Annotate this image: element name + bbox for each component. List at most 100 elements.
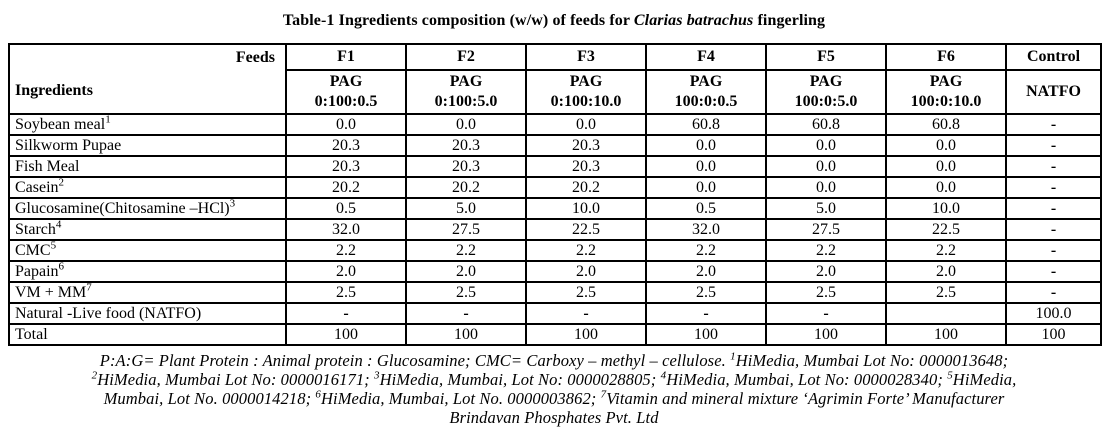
feed-ratio-header: PAG 0:100:5.0	[405, 69, 527, 115]
value-cell: 60.8	[765, 113, 887, 136]
value-cell: 2.0	[405, 260, 527, 283]
value-cell: 0.0	[525, 113, 647, 136]
superscript-ref: 6	[58, 261, 65, 273]
feed-code-header: F5	[765, 43, 887, 71]
value-cell: 2.0	[285, 260, 407, 283]
value-cell: 0.0	[765, 134, 887, 157]
value-cell: 100	[525, 323, 647, 346]
value-cell: 5.0	[765, 197, 887, 220]
footnote-line: P:A:G= Plant Protein : Animal protein : …	[0, 351, 1108, 370]
value-cell: 0.5	[285, 197, 407, 220]
value-cell: 2.0	[525, 260, 647, 283]
value-cell: 27.5	[405, 218, 527, 241]
value-cell: 2.0	[645, 260, 767, 283]
value-cell: 2.0	[765, 260, 887, 283]
feed-ratio-header: PAG 0:100:10.0	[525, 69, 647, 115]
value-cell: -	[1005, 239, 1102, 262]
value-cell: 0.0	[885, 155, 1007, 178]
text-segment: Mumbai, Lot No. 0000014218;	[103, 389, 316, 408]
table-row: Glucosamine(Chitosamine –HCl)3 0.5 5.0 10.0…	[8, 197, 1102, 220]
pag-ratio: 100:0:10.0	[910, 93, 982, 110]
value-cell: 100.0	[1005, 302, 1102, 325]
value-cell: 0.0	[765, 155, 887, 178]
value-cell: 0.0	[645, 176, 767, 199]
table-row: Natural -Live food (NATFO) - - - - -100.0	[8, 302, 1102, 325]
value-cell: 20.3	[525, 155, 647, 178]
footnote: P:A:G= Plant Protein : Animal protein : …	[0, 351, 1108, 427]
superscript-ref: 5	[947, 369, 953, 382]
text-segment: HiMedia, Mumbai Lot No: 0000013648;	[735, 351, 1009, 370]
pag-ratio: 0:100:0.5	[314, 93, 378, 110]
text-segment: HiMedia, Mumbai, Lot No. 0000003862;	[321, 389, 601, 408]
value-cell: 32.0	[645, 218, 767, 241]
value-cell: 10.0	[885, 197, 1007, 220]
value-cell: -	[765, 302, 887, 325]
superscript-ref: 3	[374, 369, 380, 382]
ingredient-name: Silkworm Pupae	[8, 134, 287, 157]
table-row: Total 100 100 100 100 100 100 100	[8, 323, 1102, 346]
feed-code-header: F3	[525, 43, 647, 71]
value-cell: 32.0	[285, 218, 407, 241]
value-cell: 0.0	[765, 176, 887, 199]
table-row: Papain6 2.0 2.0 2.0 2.0 2.0 2.0-	[8, 260, 1102, 283]
footnote-line: Brindavan Phosphates Pvt. Ltd	[0, 408, 1108, 427]
superscript-ref: 7	[600, 388, 607, 401]
text-segment: Brindavan Phosphates Pvt. Ltd	[449, 408, 659, 427]
value-cell: 100	[765, 323, 887, 346]
ingredient-name: VM + MM7	[8, 281, 287, 304]
value-cell: 100	[285, 323, 407, 346]
ingredient-name: Natural -Live food (NATFO)	[8, 302, 287, 325]
value-cell: 2.0	[885, 260, 1007, 283]
ingredient-name: CMC5	[8, 239, 287, 262]
ingredient-name: Fish Meal	[8, 155, 287, 178]
feed-code-header: F2	[405, 43, 527, 71]
value-cell: -	[1005, 155, 1102, 178]
value-cell: 20.3	[285, 155, 407, 178]
value-cell: 60.8	[885, 113, 1007, 136]
table-row: CMC5 2.2 2.2 2.2 2.2 2.2 2.2-	[8, 239, 1102, 262]
pag-label: PAG	[329, 73, 363, 90]
value-cell: 20.2	[285, 176, 407, 199]
feed-code-header: F6	[885, 43, 1007, 71]
corner-feeds-label: Feeds	[235, 49, 275, 66]
value-cell: 100	[885, 323, 1007, 346]
value-cell: 20.3	[405, 134, 527, 157]
value-cell: 2.5	[885, 281, 1007, 304]
value-cell: 2.2	[765, 239, 887, 262]
text-segment: HiMedia, Mumbai, Lot No: 0000028805;	[379, 370, 661, 389]
value-cell: 20.2	[525, 176, 647, 199]
value-cell: 0.0	[405, 113, 527, 136]
value-cell: 100	[1005, 323, 1102, 346]
text-segment: HiMedia, Mumbai Lot No: 0000016171;	[97, 370, 374, 389]
pag-ratio: 100:0:5.0	[794, 93, 858, 110]
value-cell: -	[1005, 260, 1102, 283]
superscript-ref: 6	[315, 388, 321, 401]
superscript-ref: 5	[50, 240, 57, 252]
pag-label: PAG	[689, 73, 723, 90]
pag-ratio: 0:100:10.0	[550, 93, 622, 110]
value-cell: 0.5	[645, 197, 767, 220]
text-segment: HiMedia,	[952, 370, 1017, 389]
feed-ratio-header: PAG 0:100:0.5	[285, 69, 407, 115]
value-cell: 100	[405, 323, 527, 346]
table-row: Casein2 20.2 20.2 20.2 0.0 0.0 0.0-	[8, 176, 1102, 199]
value-cell: 2.5	[525, 281, 647, 304]
table-row: Soybean meal1 0.0 0.0 0.0 60.8 60.8 60.8-	[8, 113, 1102, 136]
value-cell: -	[1005, 281, 1102, 304]
feed-code-header: F4	[645, 43, 767, 71]
value-cell: -	[1005, 197, 1102, 220]
pag-ratio: 100:0:0.5	[674, 93, 738, 110]
value-cell: 2.5	[405, 281, 527, 304]
footnote-line: 2HiMedia, Mumbai Lot No: 0000016171; 3Hi…	[0, 370, 1108, 389]
value-cell: -	[405, 302, 527, 325]
superscript-ref: 4	[660, 369, 667, 382]
value-cell: 0.0	[285, 113, 407, 136]
value-cell: -	[1005, 176, 1102, 199]
value-cell: -	[1005, 113, 1102, 136]
value-cell: 0.0	[885, 176, 1007, 199]
value-cell: -	[525, 302, 647, 325]
text-segment: HiMedia, Mumbai, Lot No: 0000028340;	[666, 370, 948, 389]
value-cell: 2.5	[285, 281, 407, 304]
value-cell: 2.2	[645, 239, 767, 262]
